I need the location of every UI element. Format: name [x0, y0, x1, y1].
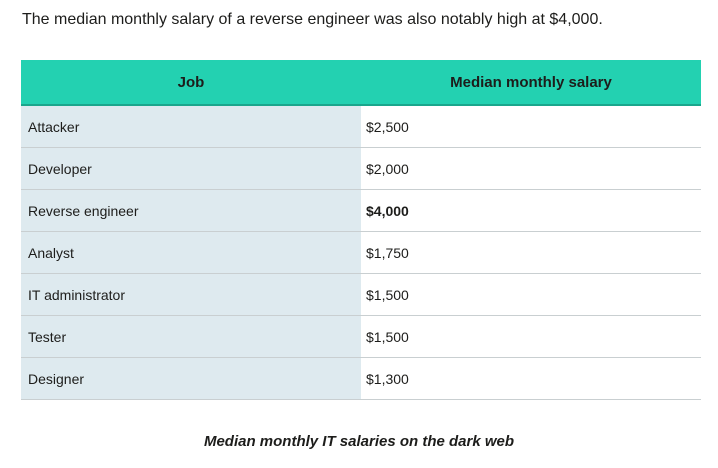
header-row: Job Median monthly salary [21, 60, 701, 106]
job-cell: Analyst [21, 231, 361, 274]
header-job: Job [21, 60, 361, 106]
table-row: Analyst $1,750 [21, 231, 701, 274]
table-header: Job Median monthly salary [21, 60, 701, 106]
salary-cell: $2,000 [361, 147, 701, 190]
salary-cell: $1,750 [361, 231, 701, 274]
header-salary: Median monthly salary [361, 60, 701, 106]
job-cell: Reverse engineer [21, 189, 361, 232]
salary-cell: $1,500 [361, 273, 701, 316]
job-cell: Developer [21, 147, 361, 190]
table-row: Attacker $2,500 [21, 105, 701, 148]
table-row: Developer $2,000 [21, 147, 701, 190]
job-cell: Designer [21, 357, 361, 400]
table-row: IT administrator $1,500 [21, 273, 701, 316]
table-row: Tester $1,500 [21, 315, 701, 358]
salary-cell: $2,500 [361, 105, 701, 148]
salary-cell-highlighted: $4,000 [361, 189, 701, 232]
salary-cell: $1,500 [361, 315, 701, 358]
intro-paragraph: The median monthly salary of a reverse e… [22, 11, 603, 28]
table-row: Designer $1,300 [21, 357, 701, 400]
table-body: Attacker $2,500 Developer $2,000 Reverse… [21, 105, 701, 400]
salary-table: Job Median monthly salary Attacker $2,50… [21, 60, 701, 400]
job-cell: Attacker [21, 105, 361, 148]
salary-cell: $1,300 [361, 357, 701, 400]
job-cell: Tester [21, 315, 361, 358]
table-row: Reverse engineer $4,000 [21, 189, 701, 232]
job-cell: IT administrator [21, 273, 361, 316]
table-caption: Median monthly IT salaries on the dark w… [203, 433, 515, 450]
